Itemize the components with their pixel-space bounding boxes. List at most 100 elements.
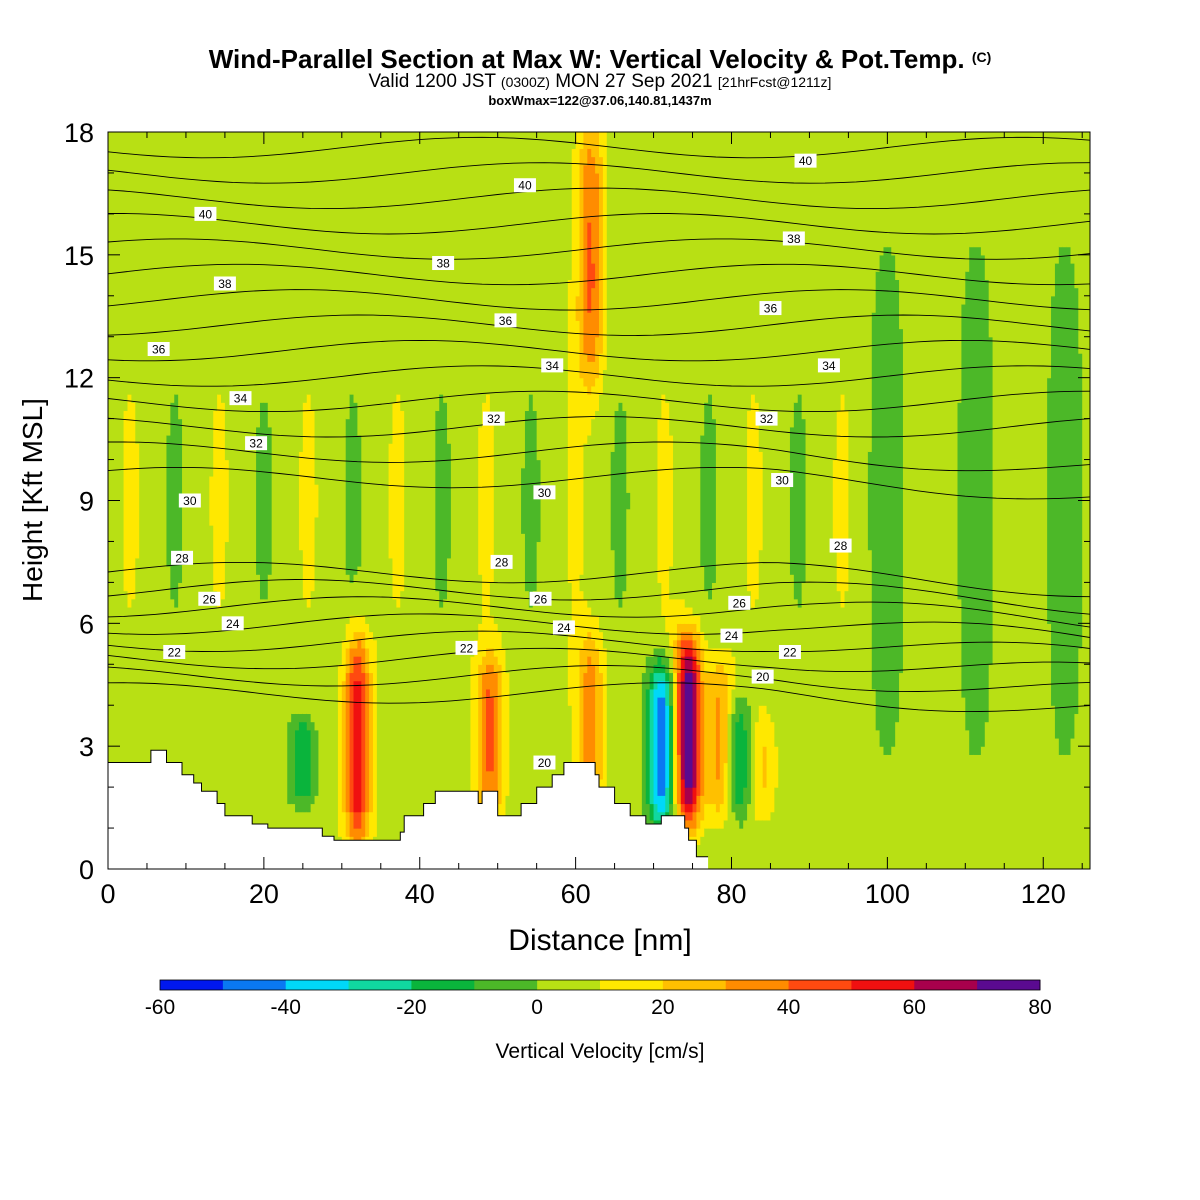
- y-tick-label: 15: [64, 241, 94, 271]
- w-cell: [789, 132, 795, 428]
- w-cell: [536, 132, 542, 461]
- w-cell: [680, 598, 686, 624]
- w-cell: [961, 697, 966, 869]
- w-cell: [501, 132, 507, 649]
- w-cell: [575, 295, 581, 321]
- w-cell: [419, 132, 425, 869]
- w-cell: [696, 132, 701, 616]
- theta-label-text: 24: [557, 621, 571, 635]
- w-cell: [747, 132, 752, 412]
- w-cell: [361, 615, 366, 633]
- w-cell: [1004, 132, 1009, 869]
- w-cell: [127, 132, 132, 395]
- theta-label: 32: [245, 436, 268, 451]
- colorbar-tick-label: -40: [271, 996, 301, 1019]
- theta-label-text: 30: [538, 486, 552, 500]
- colorbar-tick-label: 20: [651, 996, 674, 1019]
- w-cell: [501, 647, 507, 821]
- w-cell: [256, 132, 261, 428]
- theta-label-text: 28: [175, 551, 189, 565]
- w-cell: [606, 132, 612, 869]
- w-cell: [649, 132, 655, 657]
- w-cell: [614, 598, 620, 869]
- w-cell: [489, 664, 495, 698]
- theta-label-bg: [552, 620, 575, 635]
- w-cell: [450, 132, 456, 869]
- w-cell: [353, 680, 358, 813]
- w-cell: [302, 795, 308, 813]
- w-cell: [712, 582, 717, 649]
- w-cell: [704, 672, 709, 805]
- w-cell: [696, 811, 701, 829]
- w-cell: [478, 426, 483, 575]
- w-cell: [411, 132, 417, 869]
- isentrope: [108, 416, 1090, 438]
- w-cell: [1039, 132, 1044, 869]
- theta-label: 28: [490, 554, 513, 569]
- w-cell: [334, 132, 339, 869]
- theta-label-text: 26: [733, 596, 747, 610]
- theta-label-bg: [171, 550, 194, 565]
- w-cell: [661, 394, 666, 616]
- w-cell: [739, 803, 744, 829]
- w-cell: [263, 132, 269, 403]
- w-cell: [657, 132, 662, 420]
- w-cell: [688, 828, 694, 837]
- w-cell: [431, 132, 436, 869]
- w-cell: [661, 680, 666, 698]
- w-cell: [649, 672, 655, 690]
- w-cell: [727, 713, 733, 869]
- w-cell: [657, 697, 662, 796]
- w-cell: [700, 132, 705, 436]
- w-cell: [1074, 287, 1079, 715]
- theta-label-text: 36: [499, 314, 513, 328]
- w-cell: [704, 402, 709, 592]
- w-cell: [302, 598, 308, 715]
- w-cell: [365, 647, 370, 674]
- w-cell: [396, 394, 401, 608]
- theta-label-text: 26: [534, 592, 548, 606]
- w-cell: [357, 615, 362, 633]
- w-cell: [688, 803, 694, 813]
- w-cell: [353, 615, 358, 633]
- w-cell: [770, 811, 775, 869]
- w-cell: [863, 132, 869, 869]
- w-cell: [665, 656, 670, 674]
- w-cell: [610, 132, 616, 452]
- colorbar: -60 -40 -20 0 20 40 60 80: [145, 979, 1052, 1019]
- w-cell: [353, 828, 358, 846]
- isentrope: [108, 136, 1090, 159]
- w-cell: [1070, 263, 1076, 739]
- theta-label: 28: [171, 550, 194, 565]
- w-cell: [895, 279, 900, 723]
- w-cell: [162, 132, 168, 869]
- w-cell: [1058, 132, 1064, 248]
- w-cell: [599, 132, 604, 158]
- w-cell: [1015, 132, 1021, 869]
- theta-label-text: 34: [234, 392, 248, 406]
- w-cell: [630, 132, 635, 869]
- w-cell: [895, 721, 900, 869]
- w-cell: [1070, 132, 1076, 264]
- w-cell: [723, 672, 729, 764]
- theta-label-bg: [794, 153, 817, 168]
- w-cell: [641, 672, 647, 821]
- x-tick-label: 0: [100, 879, 115, 909]
- theta-label-text: 24: [725, 629, 739, 643]
- theta-label: 40: [194, 206, 217, 221]
- w-cell: [899, 672, 904, 869]
- w-cell: [353, 811, 358, 829]
- w-cell: [700, 836, 705, 869]
- w-cell: [840, 606, 846, 869]
- w-cell: [754, 132, 760, 403]
- w-cell: [692, 647, 698, 657]
- w-cell: [688, 647, 694, 657]
- terrain-mask: [108, 749, 709, 869]
- w-cell: [349, 639, 355, 649]
- y-tick-label: 18: [64, 118, 94, 148]
- w-cell: [314, 132, 320, 485]
- w-cell: [836, 590, 842, 869]
- w-cell: [825, 132, 830, 869]
- w-cell: [583, 598, 588, 641]
- w-cell: [415, 132, 421, 869]
